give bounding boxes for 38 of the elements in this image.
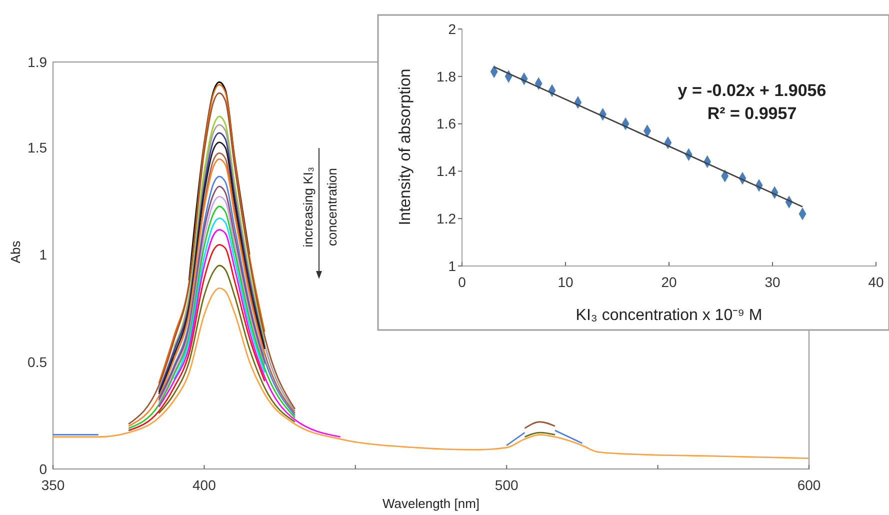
x-tick-label: 350: [41, 477, 65, 493]
line-series: [173, 152, 296, 414]
y-tick-label: 1.9: [28, 54, 48, 70]
x-tick-label: 600: [797, 477, 821, 493]
y-tick-label: 1: [39, 246, 48, 263]
x-tick-label: 40: [868, 274, 884, 290]
line-series: [173, 217, 266, 380]
y-tick-label: 1.8: [436, 68, 456, 84]
line-series: [128, 206, 296, 429]
x-tick-label: 400: [192, 477, 216, 493]
y-axis-title: Abs: [8, 240, 23, 264]
line-series: [128, 244, 266, 432]
y-tick-label: 1.5: [28, 140, 48, 156]
annotation: increasing KI₃: [300, 166, 316, 248]
x-axis-title: Wavelength [nm]: [382, 496, 480, 511]
y-tick-label: 0: [39, 460, 48, 477]
y-tick-label: 1: [448, 258, 456, 274]
y-tick-label: 1.2: [436, 210, 456, 226]
y-tick-label: 1.6: [436, 116, 456, 132]
annotation: R² = 0.9957: [707, 104, 797, 123]
annotation: y = -0.02x + 1.9056: [678, 80, 826, 100]
line-series: [158, 124, 296, 412]
line-series: [158, 84, 266, 384]
x-tick-label: 20: [661, 274, 677, 290]
line-series: [188, 81, 250, 282]
x-tick-label: 500: [494, 477, 518, 493]
y-tick-label: 1.4: [436, 163, 456, 180]
x-tick-label: 10: [558, 274, 574, 290]
x-tick-label: 30: [764, 274, 780, 290]
y-tick-label: 2: [448, 20, 456, 37]
y-axis-title: Intensity of absorption: [397, 68, 414, 226]
line-series: [173, 116, 266, 348]
line-series: [128, 158, 266, 427]
annotation: concentration: [324, 168, 340, 246]
y-tick-label: 0.5: [28, 354, 48, 370]
x-axis-title: KI₃ concentration x 10⁻⁹ M: [576, 307, 762, 324]
line-series: [52, 288, 810, 459]
x-tick-label: 0: [458, 274, 466, 290]
